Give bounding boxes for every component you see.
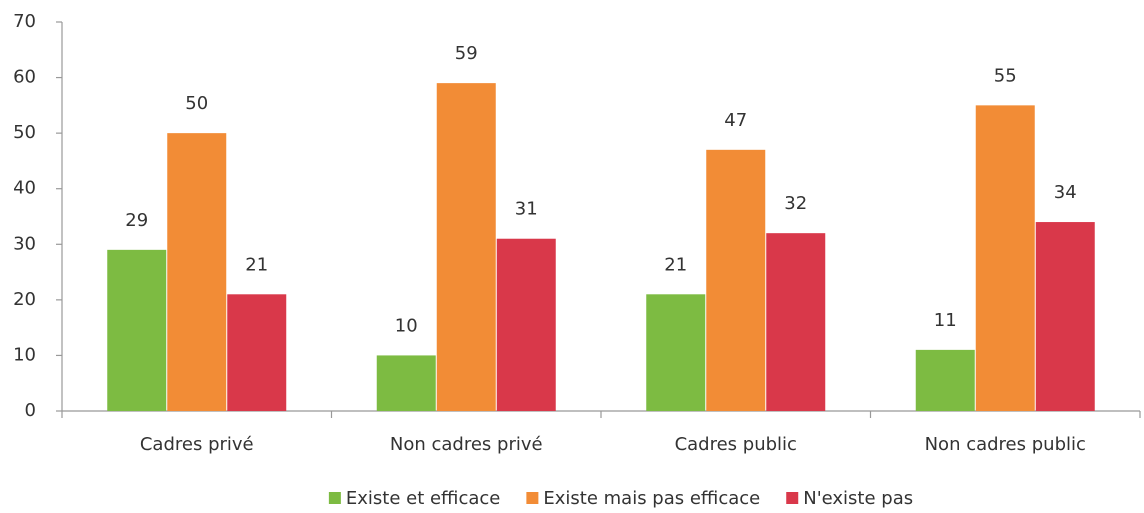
y-tick-label: 60 (13, 67, 36, 88)
x-tick-label: Cadres privé (140, 434, 254, 455)
legend-label: Existe mais pas efficace (543, 488, 760, 509)
legend-swatch (328, 492, 341, 504)
bar (107, 249, 167, 411)
bar (436, 83, 496, 411)
y-tick-label: 40 (13, 178, 36, 199)
legend-label: Existe et efficace (346, 488, 501, 509)
x-tick-label: Non cadres public (925, 434, 1086, 455)
bar (766, 233, 826, 411)
y-tick-label: 0 (25, 400, 36, 421)
legend-swatch (526, 492, 539, 504)
x-tick-label: Cadres public (675, 434, 797, 455)
bar (167, 133, 227, 411)
x-tick-label: Non cadres privé (390, 434, 543, 455)
legend-swatch (786, 492, 799, 504)
data-label: 10 (395, 315, 418, 336)
data-label: 11 (934, 310, 957, 331)
data-label: 59 (455, 43, 478, 64)
data-label: 55 (994, 65, 1017, 86)
bar (646, 294, 706, 411)
y-tick-label: 50 (13, 122, 36, 143)
y-tick-label: 20 (13, 289, 36, 310)
data-label: 34 (1054, 182, 1077, 203)
data-label: 21 (664, 254, 687, 275)
bar (227, 294, 287, 411)
bar (915, 349, 975, 411)
bar (975, 105, 1035, 411)
data-label: 31 (515, 199, 538, 220)
data-label: 47 (724, 110, 747, 131)
bar (1035, 222, 1095, 411)
y-tick-label: 70 (13, 11, 36, 32)
data-label: 32 (784, 193, 807, 214)
bar (376, 355, 436, 411)
bar (706, 149, 766, 412)
y-tick-label: 30 (13, 233, 36, 254)
data-label: 29 (125, 210, 148, 231)
bar (496, 238, 556, 411)
data-label: 21 (245, 254, 268, 275)
y-tick-label: 10 (13, 344, 36, 365)
legend-label: N'existe pas (803, 488, 913, 509)
legend: Existe et efficace Existe mais pas effica… (328, 488, 913, 509)
data-label: 50 (185, 93, 208, 114)
